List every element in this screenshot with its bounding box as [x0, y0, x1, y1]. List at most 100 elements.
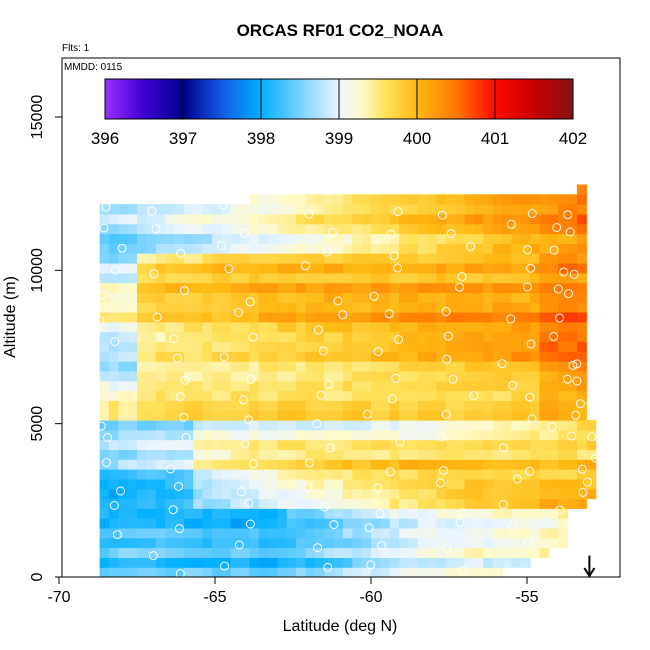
sample-point: [512, 474, 522, 484]
field-cell: [558, 361, 569, 372]
field-cell: [108, 312, 119, 323]
field-cell: [539, 321, 550, 333]
field-cell: [296, 449, 307, 460]
field-cell: [483, 282, 494, 293]
field-cell: [436, 272, 447, 284]
field-cell: [202, 498, 213, 509]
field-cell: [249, 272, 260, 284]
field-cell: [445, 321, 456, 333]
sample-point: [362, 409, 372, 419]
field-cell: [146, 527, 157, 539]
field-cell: [408, 204, 419, 215]
field-cell: [492, 410, 503, 421]
field-cell: [268, 292, 278, 303]
field-cell: [436, 527, 447, 539]
field-cell: [502, 439, 512, 450]
field-cell: [118, 429, 129, 441]
field-cell: [118, 302, 129, 313]
field-cell: [268, 439, 278, 450]
field-cell: [258, 469, 269, 480]
field-cell: [324, 547, 335, 558]
field-cell: [427, 351, 438, 362]
sample-point: [151, 224, 161, 234]
field-cell: [202, 537, 213, 549]
field-cell: [464, 302, 475, 313]
field-cell: [118, 263, 129, 274]
field-cell: [286, 400, 297, 411]
field-cell: [361, 547, 372, 558]
field-cell: [483, 498, 494, 509]
field-cell: [127, 380, 138, 392]
field-cell: [558, 331, 569, 343]
field-cell: [520, 292, 531, 303]
field-cell: [193, 439, 204, 450]
field-cell: [548, 410, 559, 421]
field-cell: [371, 253, 381, 264]
field-cell: [427, 400, 438, 411]
sample-point: [373, 483, 383, 493]
field-cell: [445, 478, 456, 490]
field-cell: [502, 469, 512, 480]
field-cell: [417, 380, 428, 392]
field-cell: [333, 469, 344, 480]
field-cell: [417, 243, 428, 254]
field-cell: [99, 400, 110, 411]
field-cell: [305, 380, 316, 392]
field-cell: [314, 429, 325, 441]
field-cell: [221, 351, 232, 362]
field-cell: [371, 498, 381, 509]
field-cell: [361, 400, 372, 411]
field-cell: [211, 204, 222, 215]
field-cell: [380, 420, 391, 431]
field-cell: [502, 204, 512, 215]
field-cell: [165, 400, 176, 411]
field-cell: [361, 478, 372, 490]
field-cell: [417, 518, 428, 529]
field-cell: [333, 282, 344, 293]
field-cell: [342, 400, 353, 411]
field-cell: [277, 527, 288, 539]
field-cell: [118, 567, 129, 577]
field-cell: [305, 331, 316, 343]
field-cell: [165, 282, 176, 293]
sample-point: [526, 263, 536, 273]
field-cell: [520, 449, 531, 460]
field-cell: [230, 361, 241, 372]
field-cell: [155, 292, 166, 303]
field-cell: [277, 233, 288, 244]
field-cell: [249, 213, 260, 225]
field-cell: [230, 312, 241, 323]
field-cell: [193, 370, 204, 382]
field-cell: [389, 272, 400, 284]
field-cell: [539, 459, 550, 470]
field-cell: [342, 361, 353, 372]
field-cell: [567, 400, 578, 411]
field-cell: [183, 233, 194, 244]
field-cell: [108, 429, 119, 441]
field-cell: [277, 370, 288, 382]
field-cell: [183, 331, 194, 343]
field-cell: [108, 498, 119, 509]
field-cell: [389, 527, 400, 539]
sample-point: [175, 569, 185, 577]
field-cell: [548, 272, 559, 284]
sample-point: [369, 291, 379, 301]
field-cell: [202, 213, 213, 225]
field-cell: [352, 370, 363, 382]
field-cell: [389, 312, 400, 323]
field-cell: [118, 400, 129, 411]
field-cell: [464, 498, 475, 509]
sample-point: [109, 501, 119, 510]
y-axis-label: Altitude (m): [2, 276, 19, 358]
field-cell: [380, 223, 391, 235]
sample-point: [499, 443, 508, 453]
field-cell: [286, 518, 297, 529]
field-cell: [277, 390, 288, 401]
field-cell: [258, 449, 269, 460]
sample-point: [508, 380, 518, 390]
field-cell: [474, 488, 484, 500]
field-cell: [155, 478, 166, 490]
field-cell: [576, 351, 587, 362]
field-cell: [127, 263, 138, 274]
sample-point: [176, 248, 186, 258]
